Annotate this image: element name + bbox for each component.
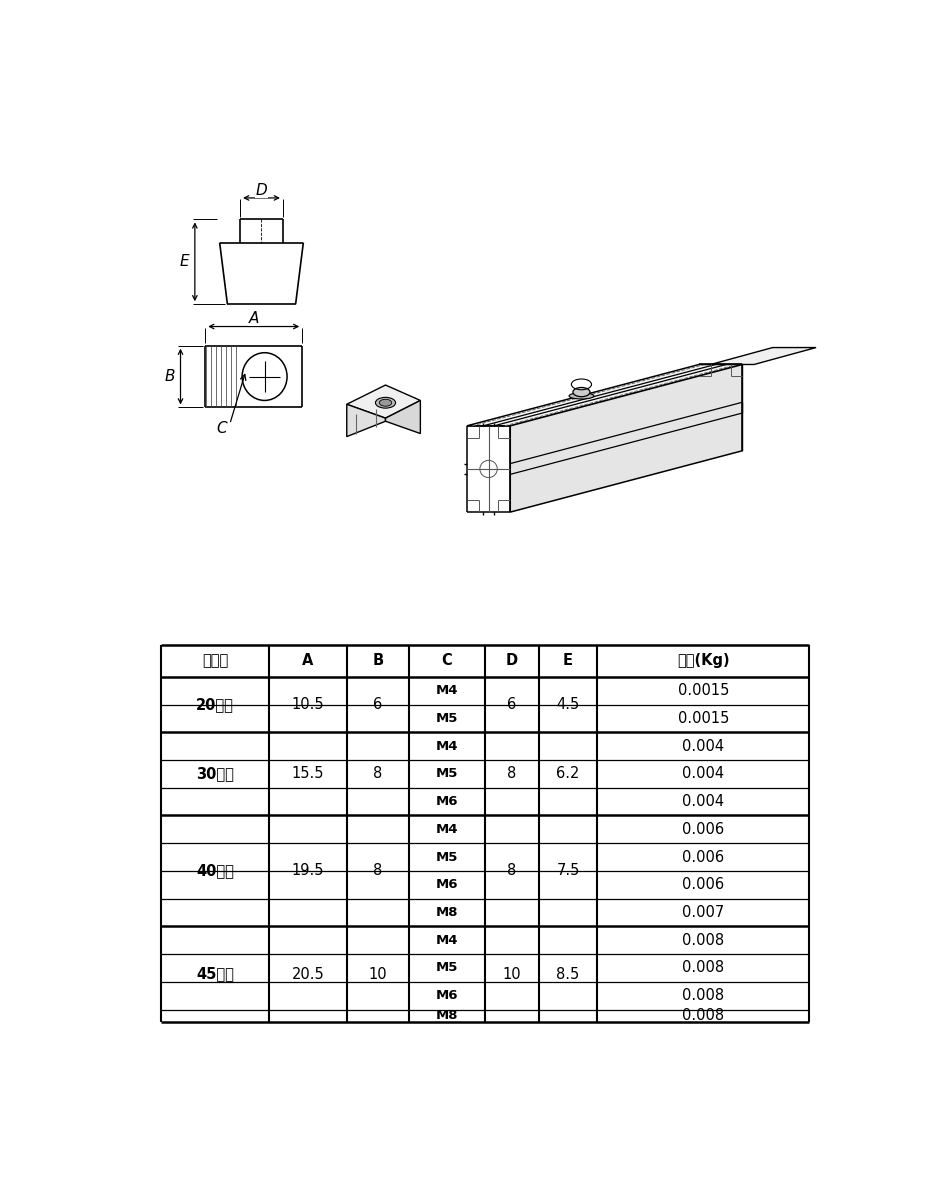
Polygon shape [466,365,742,426]
Text: 6: 6 [373,697,382,712]
Text: 0.0015: 0.0015 [677,711,728,726]
Text: B: B [164,370,175,384]
Text: M8: M8 [435,906,458,919]
Text: M6: M6 [435,795,458,808]
Text: 10: 10 [368,966,387,981]
Text: C: C [441,653,451,668]
Text: 10.5: 10.5 [292,697,324,712]
Text: M5: M5 [435,712,458,725]
Text: M4: M4 [435,934,458,947]
Text: B: B [372,653,383,668]
Ellipse shape [572,387,589,397]
Text: A: A [248,311,259,326]
Text: D: D [505,653,517,668]
Text: 重量(Kg): 重量(Kg) [676,653,729,668]
Ellipse shape [379,399,391,406]
Text: 0.006: 0.006 [682,877,723,893]
Text: 0.0015: 0.0015 [677,684,728,698]
Text: 0.006: 0.006 [682,822,723,837]
Polygon shape [385,400,420,433]
Text: 8: 8 [373,863,382,879]
Text: 6.2: 6.2 [556,766,579,782]
Text: 40系列: 40系列 [195,863,234,879]
Ellipse shape [375,397,396,409]
Text: 6: 6 [507,697,516,712]
Polygon shape [346,385,420,418]
Text: 15.5: 15.5 [292,766,324,782]
Text: 0.004: 0.004 [682,794,723,809]
Polygon shape [510,365,742,513]
Text: C: C [216,422,228,437]
Text: M5: M5 [435,768,458,781]
Text: 0.007: 0.007 [682,905,724,920]
Text: 20.5: 20.5 [292,966,324,981]
Text: 30系列: 30系列 [195,766,234,782]
Text: M6: M6 [435,990,458,1003]
Text: M5: M5 [435,961,458,974]
Text: 0.006: 0.006 [682,849,723,864]
Polygon shape [346,404,385,437]
Text: 0.008: 0.008 [682,1009,723,1023]
Text: 45系列: 45系列 [195,966,234,981]
Text: E: E [179,254,189,269]
Text: 8: 8 [507,766,516,782]
Text: 20系列: 20系列 [195,697,234,712]
Text: M8: M8 [435,1010,458,1023]
Text: M4: M4 [435,739,458,752]
Text: 0.004: 0.004 [682,738,723,753]
Text: 8: 8 [507,863,516,879]
Text: 0.008: 0.008 [682,933,723,947]
Ellipse shape [568,393,593,399]
Text: 8: 8 [373,766,382,782]
Text: M5: M5 [435,850,458,863]
Text: 10: 10 [502,966,520,981]
Text: M4: M4 [435,684,458,697]
Text: 0.008: 0.008 [682,988,723,1003]
Text: 8.5: 8.5 [556,966,579,981]
Text: A: A [302,653,313,668]
Text: 19.5: 19.5 [292,863,324,879]
Text: 订货号: 订货号 [202,653,228,668]
Text: E: E [563,653,572,668]
Text: 0.004: 0.004 [682,766,723,782]
Text: M4: M4 [435,823,458,836]
Text: D: D [256,183,267,197]
Polygon shape [710,347,816,365]
Text: 7.5: 7.5 [556,863,579,879]
Text: M6: M6 [435,879,458,892]
Text: 4.5: 4.5 [556,697,579,712]
Text: 0.008: 0.008 [682,960,723,976]
